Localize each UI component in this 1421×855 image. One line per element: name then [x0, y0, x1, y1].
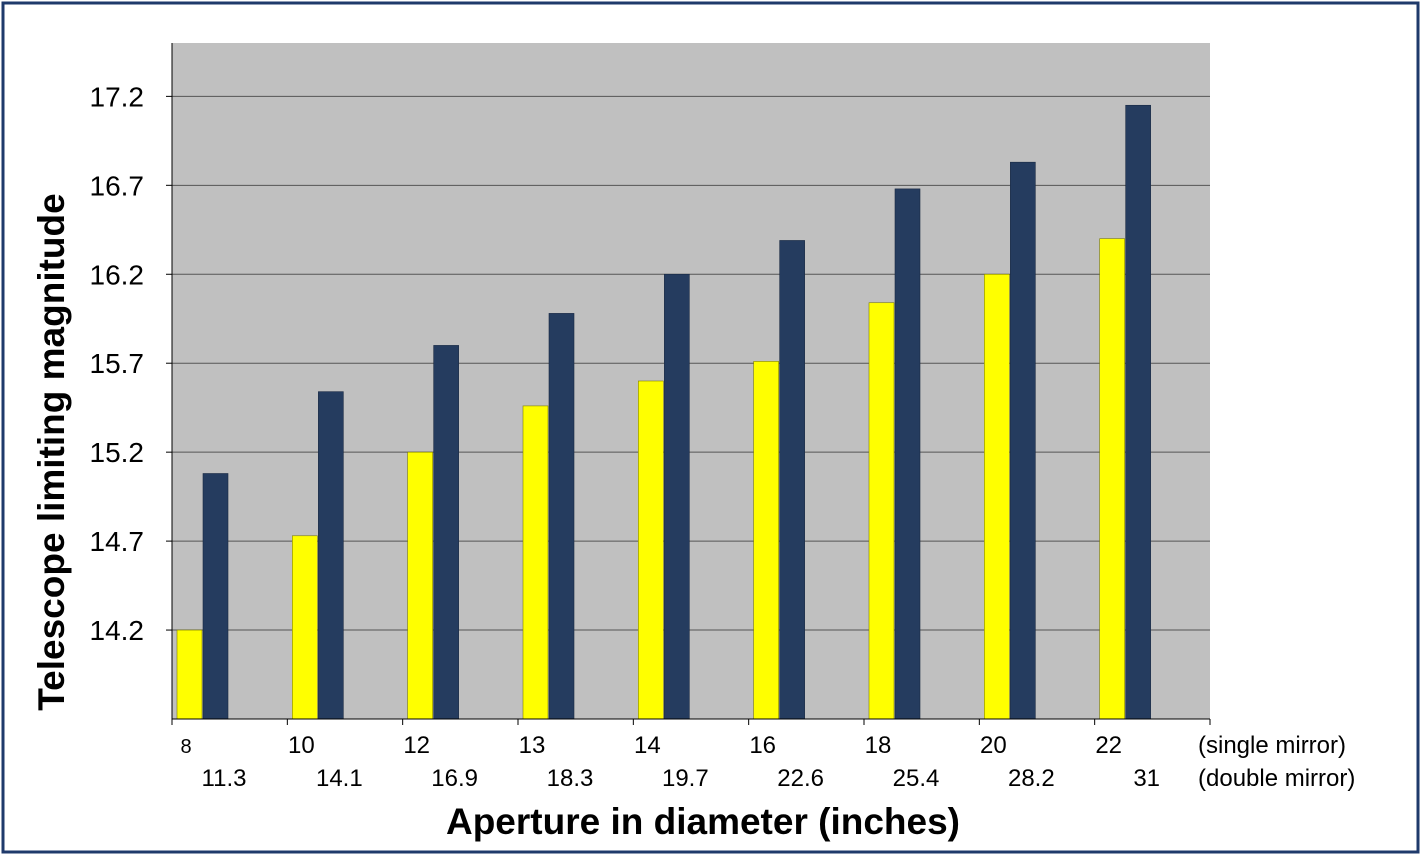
bars	[176, 104, 1151, 720]
y-axis-title: Telescope limiting magnitude	[31, 193, 72, 710]
x-tick-label-single: 16	[749, 732, 776, 759]
x-tick-label-single: 12	[403, 732, 430, 759]
y-tick-label: 16.7	[90, 170, 145, 201]
y-tick-label: 14.2	[90, 615, 145, 646]
x-tick-label-single: 20	[980, 732, 1007, 759]
x-tick-label-double: 28.2	[1008, 765, 1055, 792]
row-label-single: (single mirror)	[1198, 732, 1346, 759]
bar-double-mirror	[894, 188, 921, 720]
bar-single-mirror	[984, 273, 1010, 720]
bar-single-mirror	[407, 451, 433, 720]
row-label-double: (double mirror)	[1198, 765, 1355, 792]
gridlines	[172, 95, 1210, 631]
x-tick-label-double: 16.9	[431, 765, 478, 792]
bar-double-mirror	[433, 345, 459, 720]
bar-double-mirror	[1010, 161, 1036, 720]
bar-double-mirror	[318, 391, 344, 720]
x-tick-label-single: 8	[180, 736, 191, 758]
bar-single-mirror	[753, 361, 779, 720]
x-tick-labels: 8 10 12 13 14 16 18 20 22 11.3 14.1 16.9 18.3 19.7 22.…	[180, 732, 1160, 792]
bar-double-mirror	[202, 473, 229, 720]
y-tick-label: 17.2	[90, 81, 145, 112]
y-tick-label: 16.2	[90, 259, 145, 290]
bar-single-mirror	[176, 629, 203, 720]
x-tick-label-double: 25.4	[893, 765, 940, 792]
bar-single-mirror	[522, 405, 549, 720]
plot-area	[172, 43, 1210, 719]
y-tick-label: 15.7	[90, 348, 145, 379]
bar-double-mirror	[779, 240, 805, 720]
x-tick-label-double: 31	[1133, 765, 1160, 792]
axis-ticks	[166, 95, 1211, 725]
x-tick-label-double: 14.1	[316, 765, 363, 792]
y-tick-label: 14.7	[90, 526, 145, 557]
x-tick-label-single: 10	[288, 732, 315, 759]
x-tick-label-double: 19.7	[662, 765, 709, 792]
bar-single-mirror	[1099, 238, 1125, 720]
x-axis-title: Aperture in diameter (inches)	[446, 801, 960, 842]
x-tick-label-single: 22	[1095, 732, 1122, 759]
bar-single-mirror	[292, 535, 318, 720]
bar-single-mirror	[868, 302, 895, 720]
x-tick-label-single: 14	[634, 732, 661, 759]
y-tick-labels: 14.2 14.7 15.2 15.7 16.2 16.7 17.2	[90, 81, 145, 646]
x-tick-label-double: 18.3	[547, 765, 594, 792]
x-tick-label-double: 22.6	[777, 765, 824, 792]
x-tick-label-double: 11.3	[202, 765, 247, 792]
x-tick-label-single: 13	[519, 732, 546, 759]
bar-double-mirror	[1125, 104, 1151, 720]
bar-single-mirror	[638, 380, 664, 720]
bar-double-mirror	[548, 313, 575, 720]
y-tick-label: 15.2	[90, 437, 145, 468]
x-tick-label-single: 18	[865, 732, 892, 759]
bar-double-mirror	[664, 273, 690, 720]
